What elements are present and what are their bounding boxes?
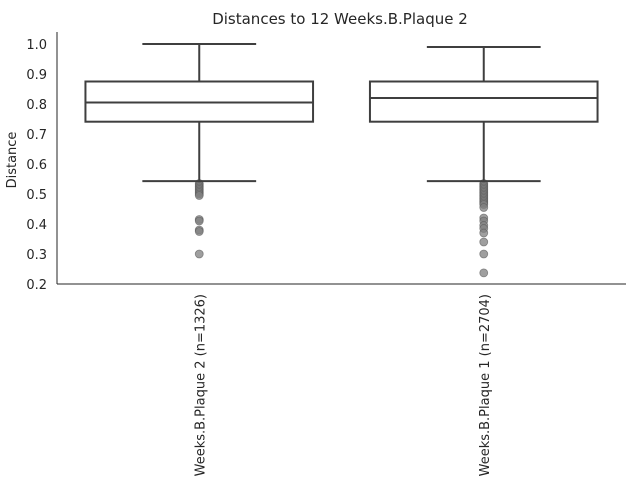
- outlier-point: [479, 268, 489, 278]
- y-axis-label: Distance: [5, 132, 20, 189]
- chart-title: Distances to 12 Weeks.B.Plaque 2: [212, 10, 468, 28]
- outlier-point: [194, 216, 204, 226]
- outlier-point: [194, 227, 204, 236]
- x-axis-labels: 12 Weeks.B.Plaque 2 (n=1326) 12 Weeks.B.P…: [193, 294, 493, 480]
- outlier-point: [194, 249, 204, 259]
- y-tick-label: 0.5: [26, 188, 47, 203]
- x-category-label: 12 Weeks.B.Plaque 1 (n=2704): [478, 294, 493, 480]
- boxes: [84, 43, 599, 278]
- box-2: [368, 46, 599, 278]
- axes: [56, 32, 626, 285]
- y-tick-label: 0.4: [26, 218, 47, 233]
- y-tick-label: 1.0: [26, 38, 47, 53]
- y-axis-ticks: 0.2 0.3 0.4 0.5 0.6 0.7 0.8 0.9 1.0: [26, 38, 47, 293]
- y-tick-label: 0.8: [26, 98, 47, 113]
- y-tick-label: 0.6: [26, 158, 47, 173]
- y-tick-label: 0.7: [26, 128, 47, 143]
- y-tick-label: 0.3: [26, 248, 47, 263]
- outlier-point: [479, 249, 489, 259]
- iqr-box: [368, 80, 599, 123]
- y-tick-label: 0.9: [26, 68, 47, 83]
- outlier-point: [479, 203, 489, 212]
- x-category-label: 12 Weeks.B.Plaque 2 (n=1326): [193, 294, 208, 480]
- outlier-point: [479, 237, 489, 247]
- outlier-point: [194, 191, 204, 200]
- box-1: [84, 43, 315, 259]
- outlier-point: [479, 228, 489, 238]
- y-tick-label: 0.2: [26, 278, 47, 293]
